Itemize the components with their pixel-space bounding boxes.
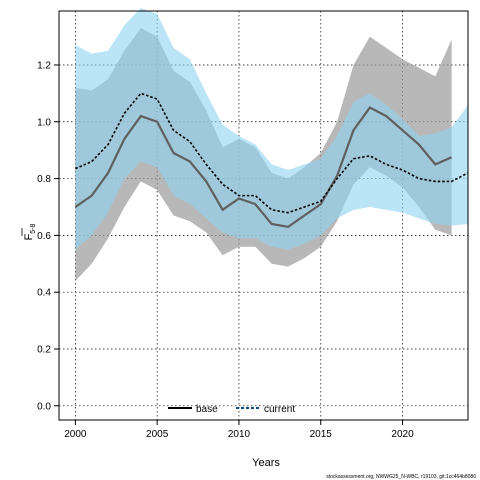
legend-label-current: current (264, 404, 295, 415)
plot-frame (58, 10, 469, 421)
x-axis: 2000 2005 2010 2015 2020 (64, 420, 414, 440)
y-axis-title-subscript: 5-8 (30, 223, 37, 233)
x-tick-label: 2005 (146, 429, 169, 440)
y-tick-label: 1.2 (37, 60, 51, 71)
band-current (75, 8, 469, 250)
y-axis: 0.0 0.2 0.4 0.6 0.8 1.0 1.2 (37, 60, 59, 412)
confidence-bands (75, 8, 469, 281)
series-lines (74, 92, 469, 229)
y-tick-label: 1.0 (37, 117, 51, 128)
svg-text:F5-8: F5-8 (23, 223, 37, 240)
y-tick-label: 0.2 (37, 344, 51, 355)
y-axis-title-main: F (23, 233, 35, 240)
y-axis-title: F5-8 (21, 223, 37, 240)
x-axis-title: Years (252, 457, 280, 469)
y-tick-label: 0.4 (37, 288, 51, 299)
x-tick-label: 2015 (310, 429, 333, 440)
x-tick-label: 2020 (391, 429, 414, 440)
footer-attribution: stockassessment.org, NWWG25_N-WBC, r1910… (326, 474, 476, 480)
line-base (74, 106, 453, 229)
y-tick-label: 0.8 (37, 174, 51, 185)
y-tick-label: 0.0 (37, 401, 51, 412)
x-tick-label: 2000 (64, 429, 87, 440)
legend-label-base: base (196, 404, 218, 415)
legend: base current (168, 404, 295, 415)
x-tick-label: 2010 (228, 429, 251, 440)
y-tick-label: 0.6 (37, 231, 51, 242)
